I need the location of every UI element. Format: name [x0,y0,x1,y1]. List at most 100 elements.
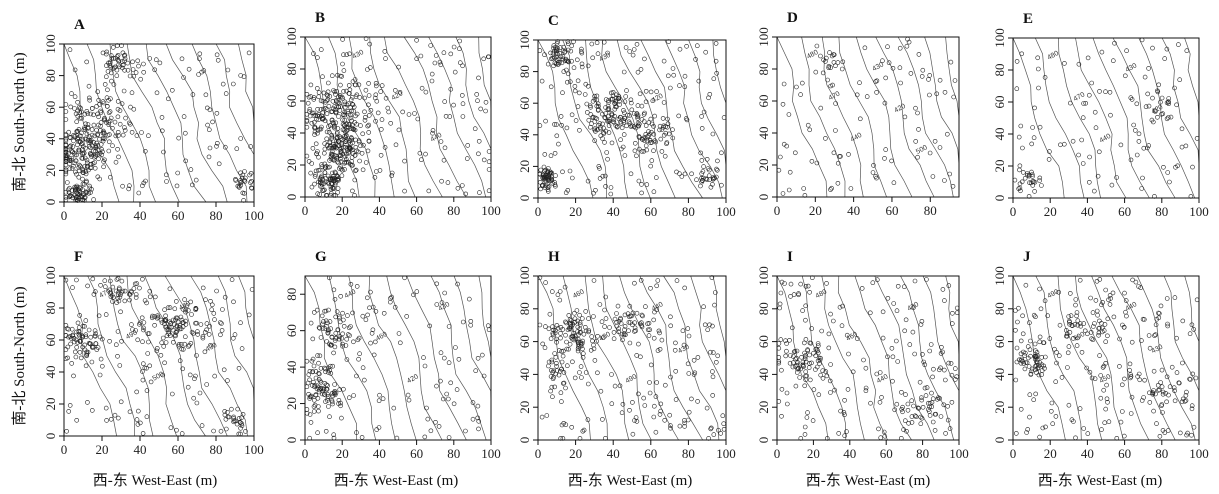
data-point [563,190,569,195]
data-point [1167,179,1172,185]
data-point [141,361,146,367]
data-point [68,135,73,141]
data-point [317,177,323,183]
y-tick-label: 100 [756,27,771,47]
data-point [542,152,548,157]
data-point [699,114,704,119]
data-point [1174,370,1180,375]
data-point [666,131,672,137]
data-point [554,122,559,127]
contour-line [164,275,228,437]
data-point [337,147,343,152]
data-point [809,326,815,331]
contour-line [854,275,912,441]
data-point [679,174,685,179]
data-point [1172,388,1177,394]
data-point [243,429,248,434]
data-point [1133,128,1138,133]
data-point [799,354,804,360]
data-point [912,351,918,357]
data-point [451,44,457,50]
data-point [309,161,315,166]
data-point [646,120,652,125]
data-point [542,52,547,58]
y-tick-label: 80 [992,302,1007,315]
data-point [340,343,345,349]
data-point [1045,313,1050,319]
data-point [125,67,131,73]
data-point [358,143,363,149]
data-point [703,49,709,55]
data-point [1064,328,1069,333]
data-point [193,177,199,183]
data-point [629,313,634,319]
data-point [332,338,338,343]
data-point [640,137,646,142]
data-point [600,121,605,127]
y-tick-label: 20 [517,160,532,173]
data-point [353,145,359,150]
data-point [322,187,327,193]
data-point [380,396,386,402]
data-point [76,149,82,155]
data-point [68,157,74,163]
data-point [657,412,663,417]
data-point [219,321,224,326]
data-point [114,342,119,348]
data-point [326,145,331,151]
data-point [641,149,647,154]
data-point [79,130,84,136]
data-point [247,172,252,178]
data-point [830,318,836,324]
data-point [1032,105,1037,111]
data-point [562,50,567,55]
data-point [223,144,228,150]
data-point [311,409,317,414]
data-point [591,314,596,319]
data-point [332,296,338,302]
data-point [378,89,384,94]
data-point [574,57,580,63]
data-point [913,105,918,111]
data-point [616,319,622,324]
data-point [107,338,112,344]
data-point [363,160,369,165]
data-point [183,322,189,327]
data-point [1153,391,1158,397]
data-point [595,123,601,128]
data-point [599,319,605,325]
data-point [481,157,487,163]
data-point [1102,420,1107,426]
data-point [1083,101,1088,106]
x-tick-label: 20 [807,446,820,461]
data-point [1020,331,1026,337]
data-point [312,384,317,390]
data-point [683,116,689,121]
data-point [1015,319,1020,325]
data-point [154,57,159,63]
data-point [340,96,346,101]
data-point [654,283,660,289]
contour-line [562,275,608,441]
data-point [546,363,551,369]
data-point [672,347,678,353]
contour-line [945,275,960,440]
data-point [100,138,106,144]
data-point [1155,115,1160,120]
data-point [346,83,352,88]
data-point [347,333,352,338]
data-point [82,155,88,161]
data-point [937,145,943,150]
data-point [1103,360,1108,366]
data-point [1166,392,1171,398]
data-point [710,369,715,374]
data-point [208,298,213,304]
data-point [344,121,350,126]
x-tick-label: 0 [302,203,309,218]
data-point [934,91,940,97]
data-point [802,424,808,430]
data-point [809,360,814,366]
data-point [366,122,372,128]
data-point [159,115,165,120]
data-point [364,295,370,301]
